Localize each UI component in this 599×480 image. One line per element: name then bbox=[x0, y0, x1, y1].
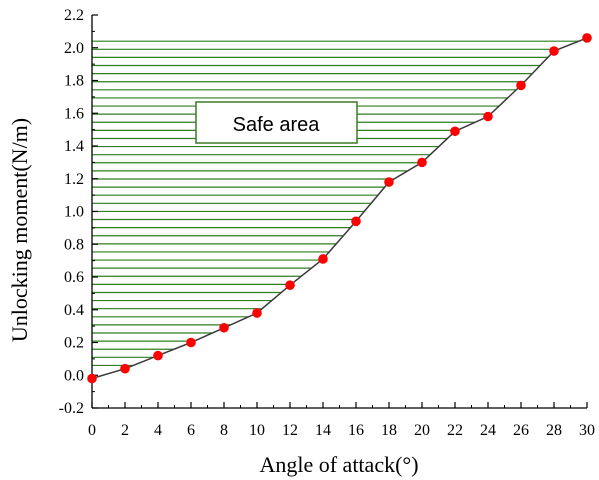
data-point bbox=[516, 80, 526, 91]
data-point bbox=[318, 254, 328, 264]
data-point bbox=[417, 157, 427, 168]
x-tick-label: 0 bbox=[88, 422, 96, 439]
y-tick-label: 2.0 bbox=[64, 40, 84, 57]
y-tick-label: 1.2 bbox=[64, 171, 84, 188]
y-tick-label: 1.4 bbox=[64, 138, 84, 155]
data-point bbox=[384, 177, 394, 187]
x-tick-label: 16 bbox=[348, 422, 364, 439]
x-tick-label: 10 bbox=[249, 422, 265, 439]
data-point bbox=[450, 126, 460, 137]
axes: -0.2 0.0 0.2 0.4 0.6 0.8 1.0 1.2 1.4 1.6 1.8 2.0 2.2… bbox=[59, 7, 595, 439]
x-tick-label: 12 bbox=[282, 422, 298, 439]
data-point bbox=[219, 322, 229, 333]
x-tick-label: 8 bbox=[220, 422, 228, 439]
x-tick-label: 20 bbox=[414, 422, 430, 439]
y-tick-label: 1.0 bbox=[64, 204, 84, 221]
x-tick-label: 24 bbox=[480, 422, 496, 439]
data-point bbox=[186, 337, 196, 348]
safe-area-box bbox=[195, 101, 358, 144]
data-point bbox=[285, 280, 295, 290]
data-point bbox=[153, 350, 163, 361]
x-tick-label: 28 bbox=[546, 422, 562, 439]
x-tick-label: 4 bbox=[154, 422, 162, 439]
data-point bbox=[483, 111, 493, 122]
y-tick-label: 0.8 bbox=[64, 236, 84, 253]
y-tick-label: -0.2 bbox=[59, 400, 84, 417]
x-tick-label: 6 bbox=[187, 422, 195, 439]
data-point bbox=[87, 373, 97, 384]
x-tick-label: 2 bbox=[121, 422, 129, 439]
x-tick-label: 26 bbox=[513, 422, 529, 439]
x-tick-label: 30 bbox=[579, 422, 595, 439]
y-tick-label: 0.6 bbox=[64, 269, 84, 286]
series-unlocking-moment bbox=[87, 33, 592, 384]
data-point bbox=[549, 46, 559, 56]
x-axis-title: Angle of attack(°) bbox=[259, 452, 418, 477]
x-tick-label: 18 bbox=[381, 422, 397, 439]
y-tick-label: 2.2 bbox=[64, 7, 84, 24]
y-tick-label: 0.4 bbox=[64, 302, 84, 319]
safe-area-annotation: Safe area bbox=[195, 101, 358, 144]
x-tick-label: 14 bbox=[315, 422, 331, 439]
safe-area-label: Safe area bbox=[233, 114, 321, 136]
y-tick-label: 1.6 bbox=[64, 105, 84, 122]
y-tick-label: 0.2 bbox=[64, 335, 84, 352]
data-point bbox=[351, 216, 361, 227]
data-point bbox=[252, 308, 262, 318]
data-point bbox=[120, 363, 130, 374]
safe-area-hatching bbox=[92, 40, 579, 367]
data-point bbox=[582, 33, 592, 43]
x-tick-label: 22 bbox=[447, 422, 463, 439]
y-tick-label: 0.0 bbox=[64, 367, 84, 384]
y-axis-title: Unlocking moment(N/m) bbox=[7, 118, 32, 342]
series-line bbox=[91, 37, 588, 380]
y-tick-label: 1.8 bbox=[64, 73, 84, 90]
